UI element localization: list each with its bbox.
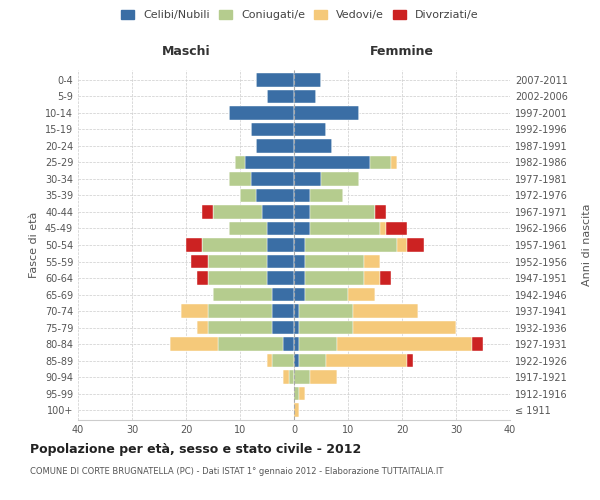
Bar [310, 370, 337, 384]
Bar [251, 123, 294, 136]
Bar [294, 354, 299, 367]
Bar [397, 238, 407, 252]
Bar [267, 272, 294, 284]
Bar [375, 206, 386, 218]
Bar [229, 222, 267, 235]
Bar [197, 272, 208, 284]
Bar [321, 172, 359, 186]
Bar [272, 321, 294, 334]
Bar [294, 304, 299, 318]
Bar [299, 338, 337, 350]
Bar [310, 189, 343, 202]
Bar [299, 304, 353, 318]
Legend: Celibi/Nubili, Coniugati/e, Vedovi/e, Divorziati/e: Celibi/Nubili, Coniugati/e, Vedovi/e, Di… [117, 6, 483, 25]
Bar [267, 222, 294, 235]
Y-axis label: Anni di nascita: Anni di nascita [581, 204, 592, 286]
Bar [380, 272, 391, 284]
Bar [294, 255, 305, 268]
Bar [267, 238, 294, 252]
Bar [218, 338, 283, 350]
Bar [240, 189, 256, 202]
Bar [289, 370, 294, 384]
Bar [186, 238, 202, 252]
Bar [283, 338, 294, 350]
Bar [299, 321, 353, 334]
Bar [256, 189, 294, 202]
Bar [294, 156, 370, 169]
Bar [337, 338, 472, 350]
Bar [251, 172, 294, 186]
Bar [294, 74, 321, 86]
Bar [170, 338, 218, 350]
Bar [294, 272, 305, 284]
Bar [294, 189, 310, 202]
Text: COMUNE DI CORTE BRUGNATELLA (PC) - Dati ISTAT 1° gennaio 2012 - Elaborazione TUT: COMUNE DI CORTE BRUGNATELLA (PC) - Dati … [30, 468, 443, 476]
Bar [283, 370, 289, 384]
Bar [294, 106, 359, 120]
Bar [202, 238, 267, 252]
Bar [294, 222, 310, 235]
Bar [229, 172, 251, 186]
Bar [208, 304, 272, 318]
Bar [294, 370, 310, 384]
Bar [208, 321, 272, 334]
Bar [267, 90, 294, 103]
Y-axis label: Fasce di età: Fasce di età [29, 212, 39, 278]
Bar [272, 354, 294, 367]
Bar [294, 387, 299, 400]
Bar [310, 206, 375, 218]
Bar [294, 338, 299, 350]
Bar [272, 288, 294, 301]
Text: Femmine: Femmine [370, 46, 434, 59]
Bar [256, 74, 294, 86]
Bar [353, 321, 456, 334]
Bar [326, 354, 407, 367]
Bar [245, 156, 294, 169]
Bar [364, 255, 380, 268]
Bar [294, 404, 299, 416]
Bar [391, 156, 397, 169]
Bar [386, 222, 407, 235]
Bar [407, 238, 424, 252]
Bar [472, 338, 483, 350]
Bar [294, 123, 326, 136]
Bar [294, 206, 310, 218]
Bar [181, 304, 208, 318]
Bar [213, 288, 272, 301]
Text: Popolazione per età, sesso e stato civile - 2012: Popolazione per età, sesso e stato civil… [30, 442, 361, 456]
Bar [305, 272, 364, 284]
Bar [294, 172, 321, 186]
Bar [235, 156, 245, 169]
Bar [191, 255, 208, 268]
Bar [305, 288, 348, 301]
Bar [267, 255, 294, 268]
Bar [348, 288, 375, 301]
Bar [299, 387, 305, 400]
Bar [294, 321, 299, 334]
Bar [294, 238, 305, 252]
Bar [229, 106, 294, 120]
Bar [202, 206, 213, 218]
Bar [370, 156, 391, 169]
Bar [208, 272, 267, 284]
Bar [267, 354, 272, 367]
Bar [294, 140, 332, 152]
Text: Maschi: Maschi [161, 46, 211, 59]
Bar [294, 288, 305, 301]
Bar [305, 255, 364, 268]
Bar [299, 354, 326, 367]
Bar [380, 222, 386, 235]
Bar [353, 304, 418, 318]
Bar [256, 140, 294, 152]
Bar [213, 206, 262, 218]
Bar [364, 272, 380, 284]
Bar [262, 206, 294, 218]
Bar [407, 354, 413, 367]
Bar [272, 304, 294, 318]
Bar [208, 255, 267, 268]
Bar [294, 90, 316, 103]
Bar [310, 222, 380, 235]
Bar [305, 238, 397, 252]
Bar [197, 321, 208, 334]
